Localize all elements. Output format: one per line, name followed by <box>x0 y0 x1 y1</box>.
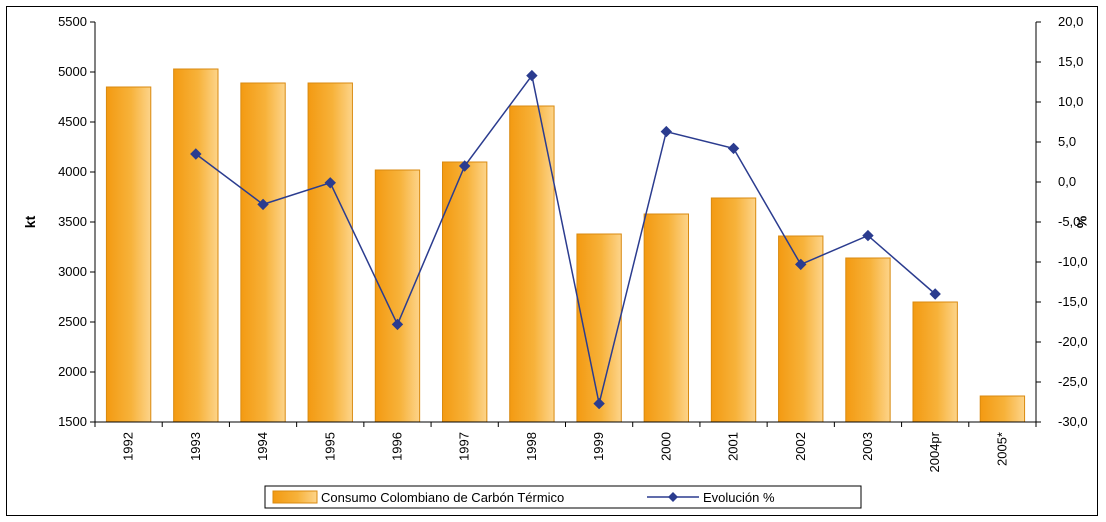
y-tick-label: 2000 <box>58 364 87 379</box>
bar-1997 <box>441 161 488 423</box>
point-2002 <box>795 258 807 271</box>
legend-bar-label: Consumo Colombiano de Carbón Térmico <box>321 490 564 505</box>
y2-tick-label: -30,0 <box>1058 414 1088 429</box>
x-tick-label: 2000 <box>658 432 673 461</box>
line-series <box>190 69 941 410</box>
legend-bar-swatch <box>272 490 318 504</box>
y-tick-label: 4500 <box>58 114 87 129</box>
point-2000 <box>660 125 673 138</box>
point-1999 <box>593 397 605 410</box>
line-evolucion <box>195 73 936 404</box>
legend-line-label: Evolución % <box>703 490 775 505</box>
point-1993 <box>190 148 202 160</box>
chart-svg: 5500 5000 4500 4000 3500 3000 2500 2000 1500 20,0… <box>22 14 1090 509</box>
y-tick-label: 2500 <box>58 314 87 329</box>
y-tick-label: 5500 <box>58 14 87 29</box>
y2-tick-label: -20,0 <box>1058 334 1088 349</box>
x-tick-label: 1995 <box>322 432 337 461</box>
bar-series <box>105 68 1026 423</box>
y-tick-label: 3000 <box>58 264 87 279</box>
axes <box>90 21 1041 427</box>
y-axis-title: kt <box>22 215 38 228</box>
point-1998 <box>526 69 538 82</box>
axis-labels: 5500 5000 4500 4000 3500 3000 2500 2000 1500 20,0… <box>22 14 1090 472</box>
y2-axis-title: % <box>1074 216 1090 229</box>
y-tick-label: 5000 <box>58 64 87 79</box>
legend: Consumo Colombiano de Carbón Térmico Evol… <box>264 485 862 509</box>
x-tick-label: 2005* <box>994 432 1009 466</box>
x-tick-label: 1994 <box>255 432 270 461</box>
y2-tick-label: -15,0 <box>1058 294 1088 309</box>
point-1996 <box>391 318 404 331</box>
chart-frame: 5500 5000 4500 4000 3500 3000 2500 2000 1500 20,0… <box>6 6 1098 516</box>
legend-box <box>264 485 862 509</box>
x-tick-label: 1997 <box>457 432 472 461</box>
x-tick-label: 2001 <box>726 432 741 461</box>
y-tick-label: 3500 <box>58 214 87 229</box>
bar-1996 <box>374 169 421 423</box>
bar-1994 <box>240 82 286 423</box>
x-tick-label: 1996 <box>389 432 404 461</box>
y2-tick-label: 20,0 <box>1058 14 1083 29</box>
bar-2004pr <box>912 301 958 423</box>
bar-1992 <box>105 86 152 423</box>
point-1995 <box>324 177 336 189</box>
y2-tick-label: 15,0 <box>1058 54 1083 69</box>
x-tick-label: 1998 <box>524 432 539 461</box>
y2-tick-label: 10,0 <box>1058 94 1083 109</box>
bar-1993 <box>173 68 219 423</box>
bar-2003 <box>845 257 891 423</box>
y2-tick-label: -5,0 <box>1058 214 1080 229</box>
bar-2005* <box>979 395 1026 423</box>
y2-tick-label: 5,0 <box>1058 134 1076 149</box>
y2-tick-label: -25,0 <box>1058 374 1088 389</box>
point-2003 <box>862 229 874 242</box>
point-1997 <box>458 160 471 172</box>
bar-2000 <box>643 213 690 423</box>
y-tick-label: 4000 <box>58 164 87 179</box>
bar-2001 <box>710 197 757 423</box>
y2-tick-label: 0,0 <box>1058 174 1076 189</box>
x-tick-label: 1992 <box>121 432 136 461</box>
x-tick-label: 1993 <box>188 432 203 461</box>
x-tick-label: 1999 <box>591 432 606 461</box>
y2-tick-label: -10,0 <box>1058 254 1088 269</box>
x-tick-label: 2003 <box>860 432 875 461</box>
point-2001 <box>727 142 740 155</box>
y-tick-label: 1500 <box>58 414 87 429</box>
x-tick-label: 2002 <box>793 432 808 461</box>
point-2004pr <box>929 288 941 300</box>
legend-line-marker <box>668 492 678 502</box>
x-tick-label: 2004pr <box>927 431 942 472</box>
bar-1998 <box>509 105 555 423</box>
bar-1995 <box>307 82 353 423</box>
point-1994 <box>257 198 269 211</box>
